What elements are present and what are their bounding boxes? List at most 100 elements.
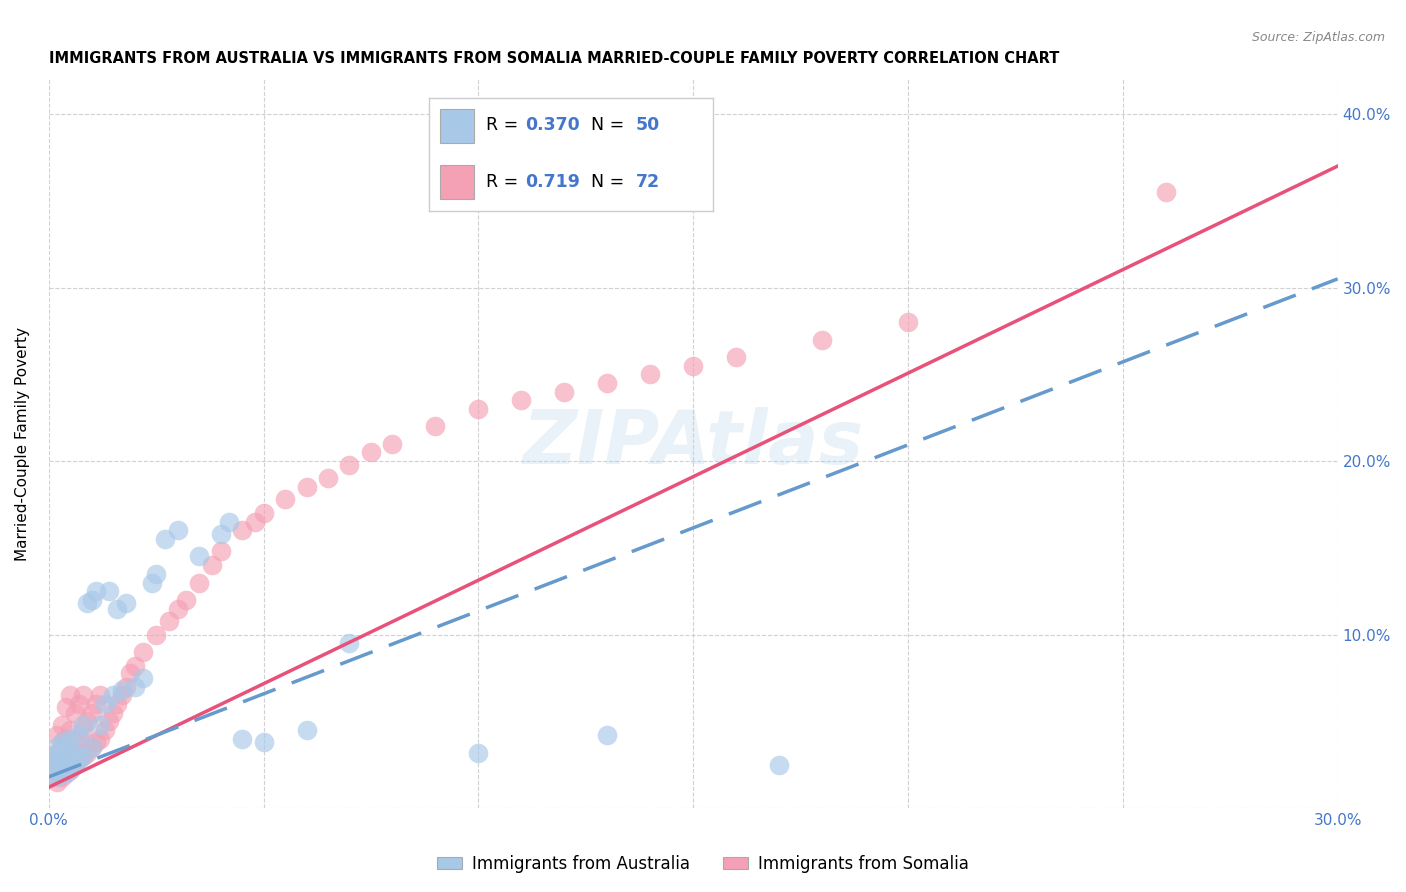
Point <box>46 752 69 766</box>
Point <box>89 688 111 702</box>
Point <box>89 718 111 732</box>
Point <box>231 731 253 746</box>
Point <box>93 697 115 711</box>
Point <box>166 601 188 615</box>
Point <box>120 665 142 680</box>
Point <box>72 749 94 764</box>
Point <box>55 749 77 764</box>
Point <box>55 700 77 714</box>
Point <box>63 746 86 760</box>
Point <box>231 524 253 538</box>
Point <box>46 775 69 789</box>
Point <box>51 735 73 749</box>
Point <box>51 735 73 749</box>
Point <box>725 350 748 364</box>
Text: Source: ZipAtlas.com: Source: ZipAtlas.com <box>1251 31 1385 45</box>
Point <box>243 515 266 529</box>
Point <box>67 752 90 766</box>
Point <box>638 368 661 382</box>
Point <box>132 671 155 685</box>
Point <box>93 723 115 737</box>
Point <box>596 376 619 390</box>
Point <box>510 393 533 408</box>
Point <box>42 749 65 764</box>
Point <box>425 419 447 434</box>
Point <box>111 688 134 702</box>
Point <box>42 757 65 772</box>
Point <box>209 544 232 558</box>
Text: IMMIGRANTS FROM AUSTRALIA VS IMMIGRANTS FROM SOMALIA MARRIED-COUPLE FAMILY POVER: IMMIGRANTS FROM AUSTRALIA VS IMMIGRANTS … <box>49 51 1059 66</box>
Point <box>467 746 489 760</box>
Point <box>46 757 69 772</box>
Point <box>188 575 211 590</box>
Point <box>107 697 129 711</box>
Point <box>42 763 65 777</box>
Point <box>80 706 103 720</box>
Point <box>124 680 146 694</box>
Point <box>201 558 224 573</box>
Point <box>46 740 69 755</box>
Text: ZIPAtlas: ZIPAtlas <box>523 408 863 480</box>
Point <box>97 714 120 729</box>
Point <box>166 524 188 538</box>
Point <box>72 688 94 702</box>
Point <box>682 359 704 373</box>
Point <box>76 746 98 760</box>
Point <box>115 680 138 694</box>
Point <box>55 766 77 780</box>
Point <box>811 333 834 347</box>
Point <box>80 740 103 755</box>
Point <box>84 735 107 749</box>
Point <box>80 592 103 607</box>
Point <box>768 757 790 772</box>
Point <box>174 592 197 607</box>
Point <box>339 458 361 472</box>
Point <box>42 766 65 780</box>
Point <box>80 740 103 755</box>
Point <box>63 757 86 772</box>
Point <box>59 688 82 702</box>
Point <box>42 749 65 764</box>
Point <box>51 752 73 766</box>
Point <box>103 706 125 720</box>
Point <box>72 718 94 732</box>
Point <box>46 728 69 742</box>
Point <box>51 757 73 772</box>
Point <box>157 614 180 628</box>
Point <box>209 527 232 541</box>
Point <box>132 645 155 659</box>
Point <box>467 402 489 417</box>
Point <box>67 752 90 766</box>
Point <box>42 770 65 784</box>
Point <box>67 697 90 711</box>
Point <box>59 723 82 737</box>
Point <box>145 627 167 641</box>
Point <box>295 723 318 737</box>
Point <box>51 746 73 760</box>
Legend: Immigrants from Australia, Immigrants from Somalia: Immigrants from Australia, Immigrants fr… <box>430 848 976 880</box>
Point <box>59 763 82 777</box>
Point <box>115 596 138 610</box>
Point <box>72 723 94 737</box>
Point <box>55 752 77 766</box>
Point <box>84 697 107 711</box>
Point <box>295 480 318 494</box>
Point <box>897 315 920 329</box>
Point <box>103 688 125 702</box>
Point <box>97 584 120 599</box>
Point <box>153 532 176 546</box>
Point <box>381 436 404 450</box>
Point <box>252 735 274 749</box>
Y-axis label: Married-Couple Family Poverty: Married-Couple Family Poverty <box>15 326 30 561</box>
Point <box>76 596 98 610</box>
Point <box>67 731 90 746</box>
Point <box>84 584 107 599</box>
Point <box>274 492 297 507</box>
Point <box>252 506 274 520</box>
Point <box>46 763 69 777</box>
Point <box>55 766 77 780</box>
Point <box>55 740 77 755</box>
Point <box>553 384 575 399</box>
Point <box>1154 185 1177 199</box>
Point <box>76 714 98 729</box>
